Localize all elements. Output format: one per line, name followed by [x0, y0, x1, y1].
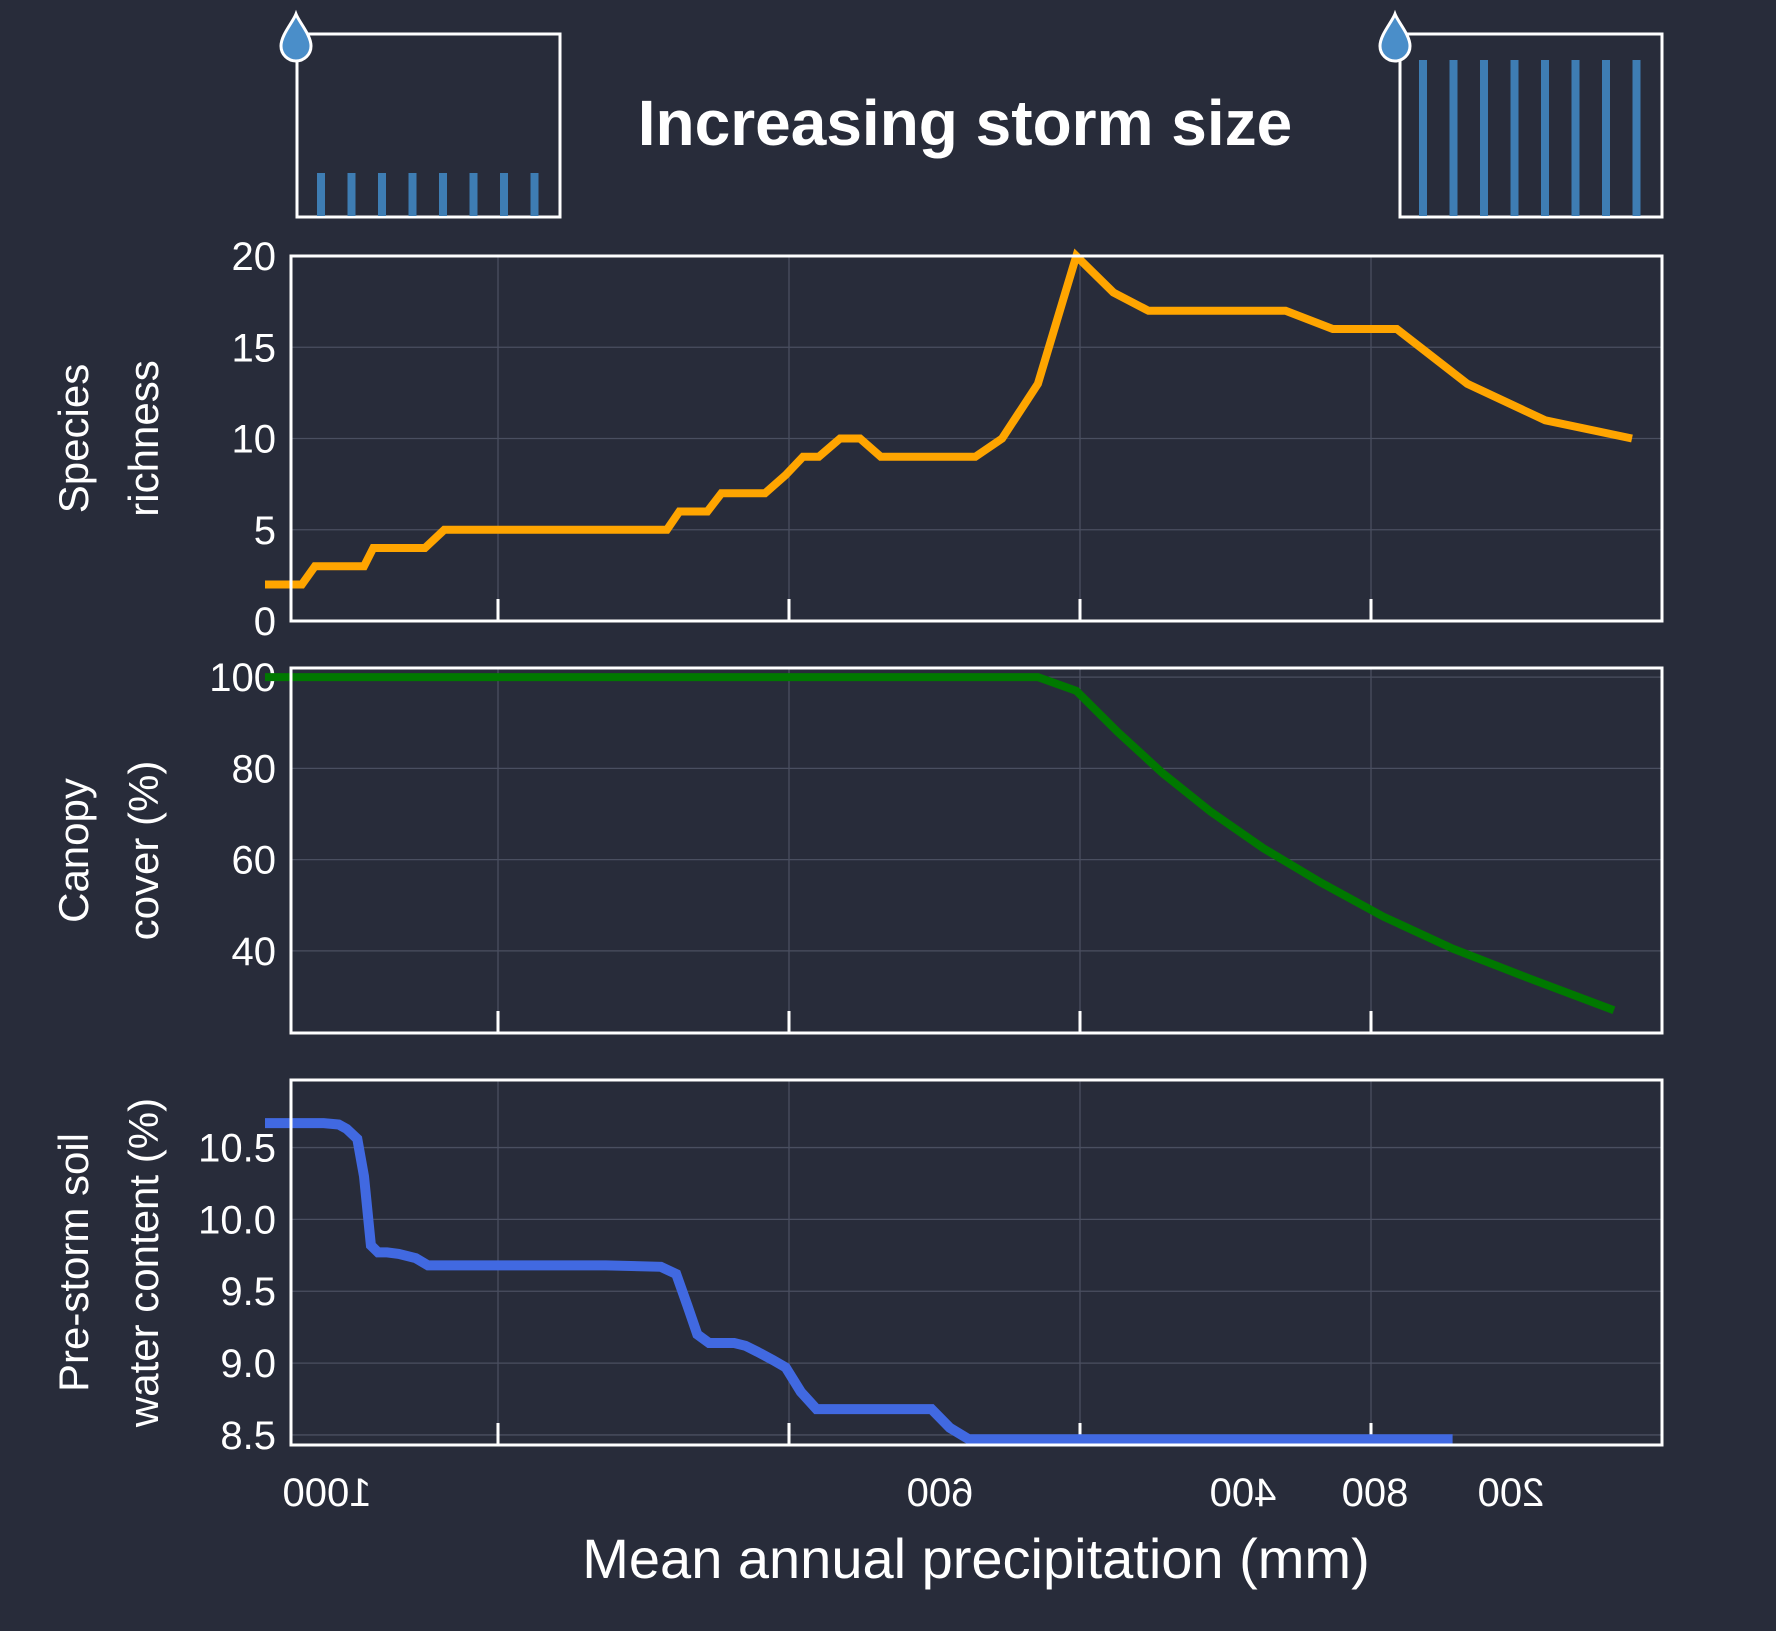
- rain-bar: [1480, 60, 1488, 216]
- header: Increasing storm size: [279, 9, 1664, 219]
- large-storm-box: [1398, 32, 1664, 219]
- x-tick-labels: 1000 600 400 800 200: [283, 1471, 1545, 1515]
- small-storm-box: [295, 32, 562, 219]
- water-drop-icon: [1378, 9, 1412, 63]
- rain-bar: [469, 173, 478, 216]
- y-axis-label: Canopy: [50, 778, 97, 923]
- y-axis-label: cover (%): [120, 761, 167, 941]
- x-axis-title: Mean annual precipitation (mm): [582, 1527, 1369, 1590]
- y-axis-label: Species: [50, 364, 97, 513]
- rain-bar: [1510, 60, 1519, 216]
- water-drop-icon: [279, 9, 313, 63]
- y-tick-label: 60: [232, 839, 277, 883]
- series-line: [265, 673, 1616, 1014]
- species-richness-panel: 0 5 10 15 20 Species richness: [50, 235, 1664, 644]
- x-tick-label: 1000: [283, 1471, 372, 1515]
- x-tick-label: 200: [1478, 1471, 1545, 1515]
- y-tick-label: 15: [232, 326, 277, 370]
- rain-bar: [1449, 60, 1458, 216]
- y-axis-label: water content (%): [120, 1098, 167, 1428]
- y-tick-label: 9.5: [220, 1270, 276, 1314]
- x-tick-label: 400: [1210, 1471, 1277, 1515]
- y-axis-label: richness: [120, 360, 167, 516]
- rain-bar: [500, 173, 508, 216]
- series-line: [265, 248, 1633, 589]
- rain-bar: [317, 173, 325, 216]
- y-axis-label: Pre-storm soil: [50, 1133, 97, 1392]
- rain-bar: [530, 173, 539, 216]
- chart-title: Increasing storm size: [638, 87, 1292, 159]
- plot-frame: [289, 254, 1664, 623]
- y-tick-label: 40: [232, 930, 277, 974]
- y-tick-label: 9.0: [220, 1342, 276, 1386]
- canopy-cover-panel: 40 60 80 100 Canopy cover (%): [50, 656, 1664, 1035]
- rain-bar: [408, 173, 417, 216]
- plot-frame: [289, 666, 1664, 1035]
- rain-bar: [378, 173, 386, 216]
- rain-bar: [347, 173, 356, 216]
- y-tick-label: 80: [232, 747, 277, 791]
- y-tick-label: 5: [254, 509, 276, 553]
- x-tick-label: 800: [1342, 1471, 1409, 1515]
- y-tick-label: 100: [209, 656, 276, 700]
- rain-bar: [1541, 60, 1549, 216]
- rain-bar: [1571, 60, 1580, 216]
- y-tick-label: 10.0: [198, 1198, 276, 1242]
- y-tick-label: 20: [232, 235, 277, 279]
- x-tick-label: 600: [907, 1471, 974, 1515]
- y-tick-label: 10.5: [198, 1127, 276, 1171]
- rain-bar: [439, 173, 447, 216]
- soil-water-panel: 8.5 9.0 9.5 10.0 10.5 Pre-storm soil water con…: [50, 1078, 1664, 1458]
- rain-bar: [1419, 60, 1427, 216]
- large-storm-bars: [1419, 60, 1641, 216]
- y-tick-label: 0: [254, 600, 276, 644]
- rain-bar: [1632, 60, 1641, 216]
- y-tick-label: 8.5: [220, 1414, 276, 1458]
- y-tick-label: 10: [232, 418, 277, 462]
- series-line: [265, 1118, 1453, 1445]
- rain-bar: [1602, 60, 1610, 216]
- small-storm-bars: [317, 173, 539, 216]
- plot-frame: [289, 1078, 1664, 1447]
